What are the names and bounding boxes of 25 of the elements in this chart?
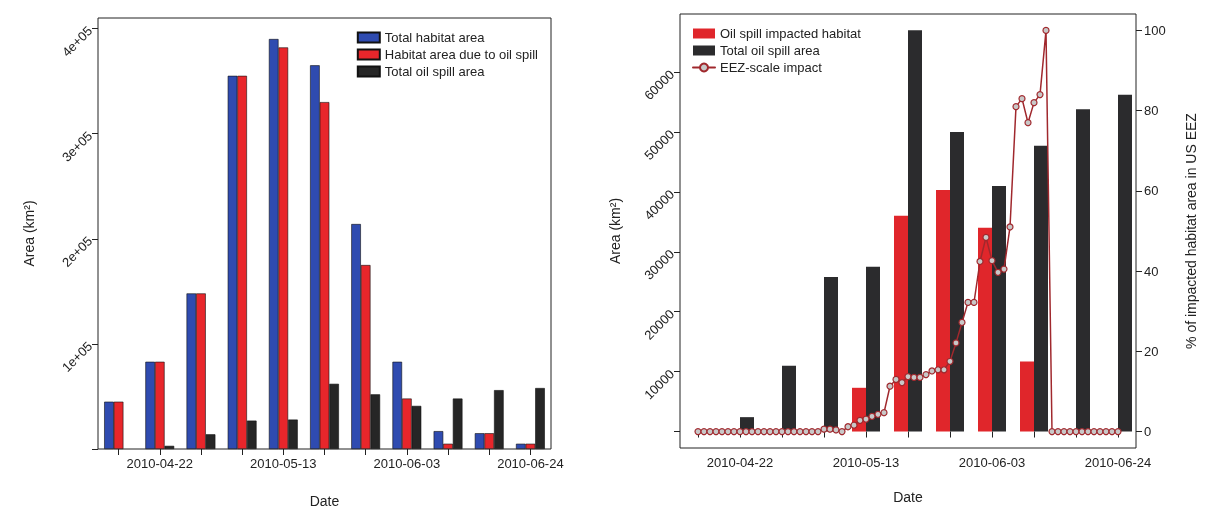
y2-axis-title: % of impacted habitat area in US EEZ — [1183, 112, 1199, 349]
x-tick-label: 2010-06-24 — [1084, 455, 1152, 470]
y2-tick-label: 60 — [1144, 183, 1159, 199]
legend-label: Total oil spill area — [720, 43, 821, 58]
x-tick-label: 2010-06-03 — [958, 455, 1026, 470]
y2-tick-label: 40 — [1144, 263, 1159, 279]
y2-tick-label: 20 — [1144, 343, 1159, 359]
y2-tick-label: 0 — [1144, 424, 1152, 440]
legend-label: Total habitat area — [384, 30, 486, 45]
legend-label: Oil spill impacted habitat — [720, 26, 862, 41]
y-axis-title: Area (km²) — [607, 197, 623, 265]
x-tick-label: 2010-04-22 — [126, 456, 194, 471]
x-tick-label: 2010-05-13 — [250, 456, 317, 471]
y-axis-title: Area (km²) — [21, 200, 37, 267]
x-axis-title: Date — [309, 493, 340, 509]
legend-label: EEZ-scale impact — [720, 60, 823, 75]
x-tick-label: 2010-04-22 — [706, 455, 774, 470]
x-tick-label: 2010-06-03 — [373, 456, 441, 471]
legend-label: Total oil spill area — [384, 64, 486, 79]
legend-label: Habitat area due to oil spill — [384, 47, 539, 62]
y2-tick-label: 100 — [1144, 22, 1166, 38]
x-tick-label: 2010-06-24 — [497, 456, 564, 471]
x-axis-title: Date — [893, 489, 923, 505]
y2-tick-label: 80 — [1144, 103, 1159, 119]
x-tick-label: 2010-05-13 — [832, 455, 900, 470]
